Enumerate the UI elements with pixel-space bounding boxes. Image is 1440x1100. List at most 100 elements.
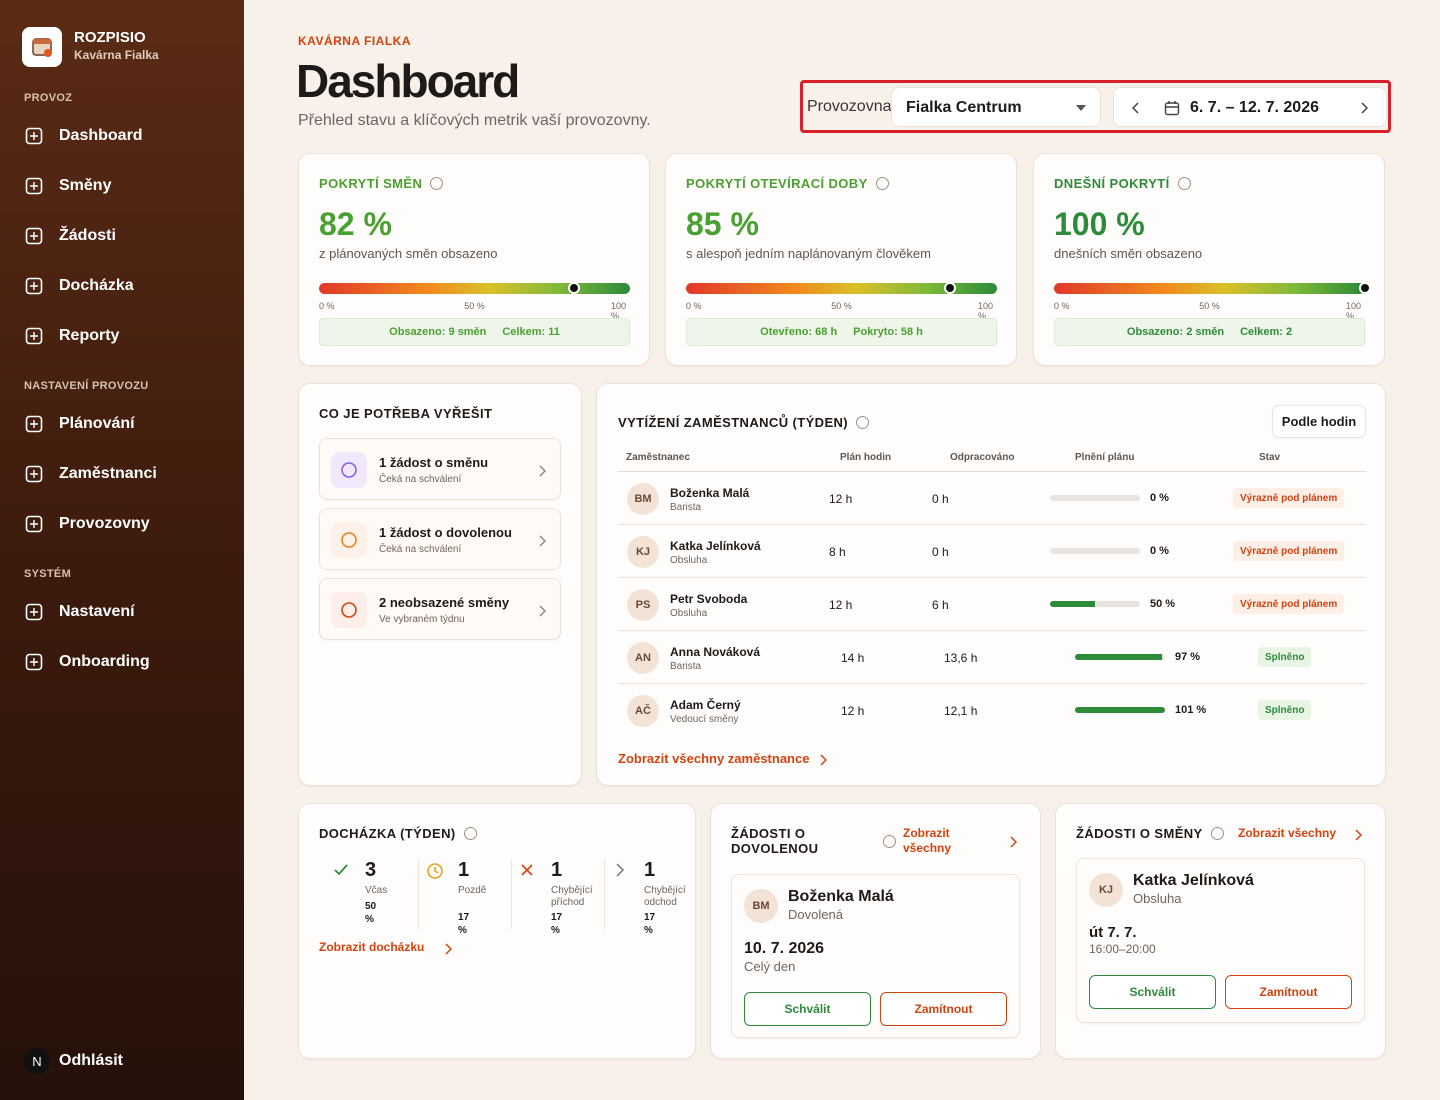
chevron: [444, 942, 453, 960]
stat-icon: [519, 862, 537, 885]
nav-item[interactable]: Plánování: [24, 412, 135, 436]
reject-button[interactable]: Zamítnout: [880, 992, 1007, 1026]
progress-track: [1050, 495, 1140, 501]
nav-item[interactable]: Zaměstnanci: [24, 462, 157, 486]
progress-bar: [1075, 654, 1163, 660]
kpi-title: POKRYTÍ OTEVÍRACÍ DOBY: [686, 176, 889, 191]
chevron: [1009, 835, 1018, 853]
chevron: [538, 534, 547, 552]
planned-hours: 12 h: [829, 598, 853, 612]
info-icon: [430, 177, 444, 190]
logout[interactable]: Odhlásit: [59, 1052, 124, 1069]
info-icon: [1177, 177, 1191, 190]
request-date: út 7. 7.: [1089, 924, 1137, 941]
info-icon: [883, 835, 896, 848]
kpi-title-text: POKRYTÍ SMĚN: [319, 176, 423, 191]
gauge-tick-label: 0 %: [686, 301, 702, 311]
location-label: Provozovna: [807, 98, 892, 115]
employee-name: Anna Nováková: [670, 645, 761, 659]
gauge-tick-label: 0 %: [319, 301, 335, 311]
todo-item[interactable]: 2 neobsazené směny Ve vybraném týdnu: [319, 578, 561, 640]
avatar: AN: [627, 642, 659, 674]
chevron: [1354, 828, 1363, 846]
nav-label: Onboarding: [59, 653, 150, 670]
attendance-title-text: DOCHÁZKA (TÝDEN): [319, 826, 456, 841]
nav-item[interactable]: Onboarding: [24, 650, 150, 674]
gauge-tick-label: 100 %: [611, 301, 627, 321]
workload-title-text: VYTÍŽENÍ ZAMĚSTNANCŮ (TÝDEN): [618, 415, 849, 430]
employee-role: Barista: [670, 661, 702, 672]
request-role: Obsluha: [1133, 891, 1182, 906]
kpi-title: POKRYTÍ SMĚN: [319, 176, 444, 191]
leave-link[interactable]: Zobrazit všechny: [903, 826, 952, 855]
nav-label: Reporty: [59, 327, 120, 344]
status-badge: Splněno: [1258, 647, 1312, 667]
gauge-tick-label: 50 %: [831, 301, 852, 311]
info-icon: [856, 416, 870, 429]
logo: [22, 27, 62, 67]
approve-button[interactable]: Schválit: [1089, 975, 1216, 1009]
kpi-stat: Celkem: 11: [502, 326, 560, 338]
status-badge: Výrazně pod plánem: [1233, 594, 1345, 614]
nav-item[interactable]: Směny: [24, 174, 111, 198]
attendance-link[interactable]: Zobrazit docházku: [319, 940, 425, 954]
attendance-card: DOCHÁZKA (TÝDEN) 3 Včas 50 % 1 Pozdě 17 % 1 Chyb…: [298, 803, 696, 1059]
worked-hours: 6 h: [932, 598, 949, 612]
avatar: KJ: [627, 536, 659, 568]
location-select[interactable]: Fialka Centrum: [891, 87, 1101, 127]
reject-button[interactable]: Zamítnout: [1225, 975, 1352, 1009]
shift-link[interactable]: Zobrazit všechny: [1238, 826, 1337, 840]
kpi-stat: Obsazeno: 2 směn: [1126, 326, 1225, 338]
divider: [618, 471, 1366, 472]
attendance-stat: 1 Chybějící odchod 17 %: [612, 859, 698, 936]
column-header: Stav: [1259, 452, 1281, 463]
progress-track: [1075, 654, 1165, 660]
employee-name: Boženka Malá: [670, 486, 750, 500]
next[interactable]: [1360, 102, 1368, 114]
todo-item[interactable]: 1 žádost o směnu Čeká na schválení: [319, 438, 561, 500]
nav-label: Provozovny: [59, 515, 150, 532]
todo-item-title: 1 žádost o dovolenou: [379, 525, 512, 540]
todo-card: CO JE POTŘEBA VYŘEŠIT 1 žádost o směnu Ček…: [298, 383, 582, 786]
fulfillment-label: 101 %: [1175, 704, 1207, 716]
column-header: Plnění plánu: [1075, 452, 1135, 463]
approve-button[interactable]: Schválit: [744, 992, 871, 1026]
nav-item[interactable]: Dashboard: [24, 124, 143, 148]
nav-item[interactable]: Žádosti: [24, 224, 116, 248]
stat-icon: [333, 862, 351, 885]
prev[interactable]: [1132, 102, 1140, 114]
kpi-caption: z plánovaných směn obsazeno: [319, 246, 498, 261]
fulfillment-label: 0 %: [1150, 545, 1169, 557]
nav-section-title: SYSTÉM: [24, 568, 72, 580]
request-time: 16:00–20:00: [1089, 942, 1156, 956]
nav-label: Směny: [59, 177, 112, 194]
location: Fialka Centrum: [906, 99, 1022, 116]
todo-item[interactable]: 1 žádost o dovolenou Čeká na schválení: [319, 508, 561, 570]
nav-label: Zaměstnanci: [59, 465, 157, 482]
attendance-stat: 1 Pozdě 17 %: [426, 859, 512, 936]
avatar: BM: [744, 889, 778, 923]
worked-hours: 0 h: [932, 492, 949, 506]
page-subtitle: Přehled stavu a klíčových metrik vaší pr…: [298, 112, 651, 129]
info-icon: [1210, 827, 1224, 840]
gauge-marker: [1359, 282, 1371, 294]
kpi-title-text: DNEŠNÍ POKRYTÍ: [1054, 176, 1170, 191]
gauge-tick-label: 0 %: [1054, 301, 1070, 311]
stat-share: 50 %: [365, 901, 377, 925]
toggle-button[interactable]: Podle hodin: [1272, 405, 1366, 438]
worked-hours: 12,1 h: [944, 704, 978, 718]
kpi-stat: Otevřeno: 68 h: [760, 326, 838, 338]
workload-row: KJ Katka Jelínková Obsluha 8 h 0 h 0 % Výrazně…: [618, 525, 1366, 578]
nav-item[interactable]: Docházka: [24, 274, 134, 298]
date-picker[interactable]: 6. 7. – 12. 7. 2026: [1113, 87, 1387, 127]
stat-label: Včas: [365, 885, 388, 896]
nav-item[interactable]: Reporty: [24, 324, 119, 348]
nav-label: Žádosti: [59, 227, 116, 244]
workload-link[interactable]: Zobrazit všechny zaměstnance: [618, 751, 810, 766]
employee-role: Vedoucí směny: [670, 714, 739, 725]
workload-row: PS Petr Svoboda Obsluha 12 h 6 h 50 % Výrazně …: [618, 578, 1366, 631]
info-icon: [463, 827, 477, 840]
nav-item[interactable]: Provozovny: [24, 512, 150, 536]
nav-item[interactable]: Nastavení: [24, 600, 135, 624]
